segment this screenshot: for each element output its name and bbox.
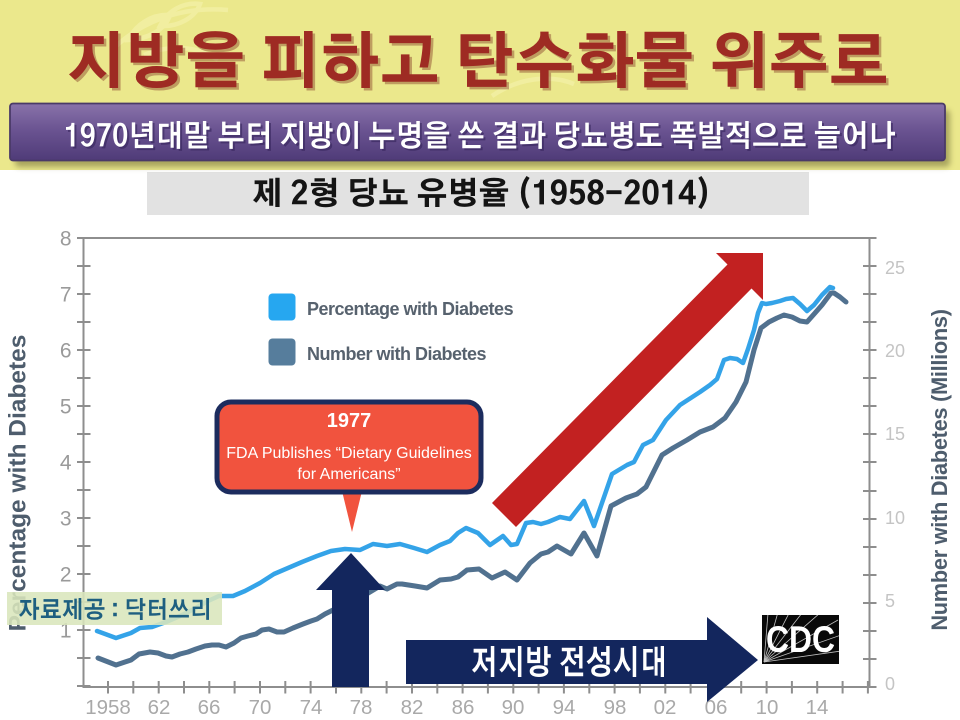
svg-text:15: 15 [885,424,905,444]
svg-text:78: 78 [350,696,373,719]
svg-text:06: 06 [705,696,728,719]
svg-text:66: 66 [198,696,221,719]
svg-text:94: 94 [553,696,576,719]
svg-text:82: 82 [401,696,424,719]
svg-text:10: 10 [756,696,779,719]
svg-text:14: 14 [806,696,829,719]
svg-text:5: 5 [60,396,72,419]
svg-text:0: 0 [885,674,895,694]
svg-text:for Americans”: for Americans” [297,466,400,483]
svg-text:1958: 1958 [85,696,131,719]
svg-text:70: 70 [249,696,272,719]
svg-text:02: 02 [654,696,677,719]
svg-text:8: 8 [60,228,72,251]
svg-text:90: 90 [502,696,525,719]
svg-text:1977: 1977 [327,410,372,432]
svg-text:CDC: CDC [766,619,835,660]
svg-text:7: 7 [60,284,72,307]
svg-text:Number with Diabetes (Millions: Number with Diabetes (Millions) [927,309,952,630]
svg-text:98: 98 [604,696,627,719]
svg-text:4: 4 [60,452,72,475]
svg-text:25: 25 [885,258,905,278]
svg-text:Percentage with Diabetes: Percentage with Diabetes [5,335,32,632]
svg-text:3: 3 [60,508,72,531]
svg-text:Percentage with Diabetes: Percentage with Diabetes [307,299,514,319]
svg-text:20: 20 [885,341,905,361]
svg-text:62: 62 [148,696,171,719]
svg-text:Number with Diabetes: Number with Diabetes [307,344,487,364]
svg-text:74: 74 [300,696,323,719]
svg-text:6: 6 [60,340,72,363]
svg-text:5: 5 [885,591,895,611]
svg-text:86: 86 [452,696,475,719]
svg-text:10: 10 [885,508,905,528]
svg-text:2: 2 [60,564,72,587]
svg-text:FDA Publishes “Dietary Guideli: FDA Publishes “Dietary Guidelines [226,445,471,462]
svg-text:1: 1 [60,620,72,643]
